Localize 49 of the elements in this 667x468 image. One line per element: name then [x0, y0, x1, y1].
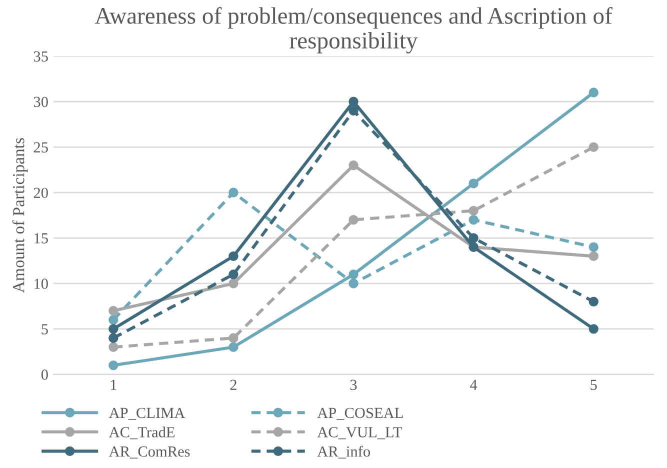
point [228, 251, 238, 262]
point [348, 278, 358, 288]
point [228, 333, 238, 343]
point [108, 360, 118, 370]
point [108, 306, 118, 316]
point [348, 160, 358, 170]
y-tick-label: 5 [42, 324, 48, 334]
point [468, 214, 478, 225]
y-tick-label: 35 [34, 51, 48, 62]
point [588, 88, 598, 98]
x-tick-label: 2 [230, 380, 236, 390]
point [588, 296, 598, 307]
y-tick-label: 30 [34, 96, 48, 108]
point [348, 270, 358, 280]
legend-label: AC_VUL_LT [317, 427, 402, 440]
y-tick-label: 15 [34, 233, 48, 244]
point [108, 333, 118, 343]
x-tick-label: 5 [590, 380, 597, 390]
point [228, 278, 238, 288]
chart-title: Awareness of problem/consequences and Ascription of responsibility [94, 7, 612, 54]
point [348, 214, 358, 225]
point [468, 178, 478, 188]
point [348, 106, 358, 116]
point [228, 270, 238, 280]
point [348, 96, 358, 106]
x-tick-label: 4 [470, 380, 478, 390]
point [108, 324, 118, 334]
point [468, 233, 478, 243]
y-tick-label: 0 [41, 370, 48, 380]
point [228, 188, 238, 198]
point [588, 242, 598, 252]
point [228, 342, 238, 352]
y-tick-label: 10 [34, 278, 48, 289]
legend-label: AR_info [317, 446, 370, 458]
point [588, 324, 598, 334]
legend-label: AP_CLIMA [108, 408, 186, 420]
point [468, 206, 478, 216]
point [108, 314, 118, 325]
x-tick-label: 3 [350, 380, 357, 390]
x-tick-label: 1 [110, 380, 116, 390]
point [588, 251, 598, 262]
point [108, 342, 118, 352]
y-tick-label: 25 [34, 142, 48, 153]
legend-label: AP_COSEAL [317, 408, 403, 420]
y-tick-label: 20 [34, 188, 48, 198]
legend-label: AC_TradE [108, 426, 175, 440]
point [588, 142, 598, 152]
y-axis-title: Amount of Participants [12, 138, 28, 293]
legend-label: AR_ComRes [108, 446, 190, 458]
